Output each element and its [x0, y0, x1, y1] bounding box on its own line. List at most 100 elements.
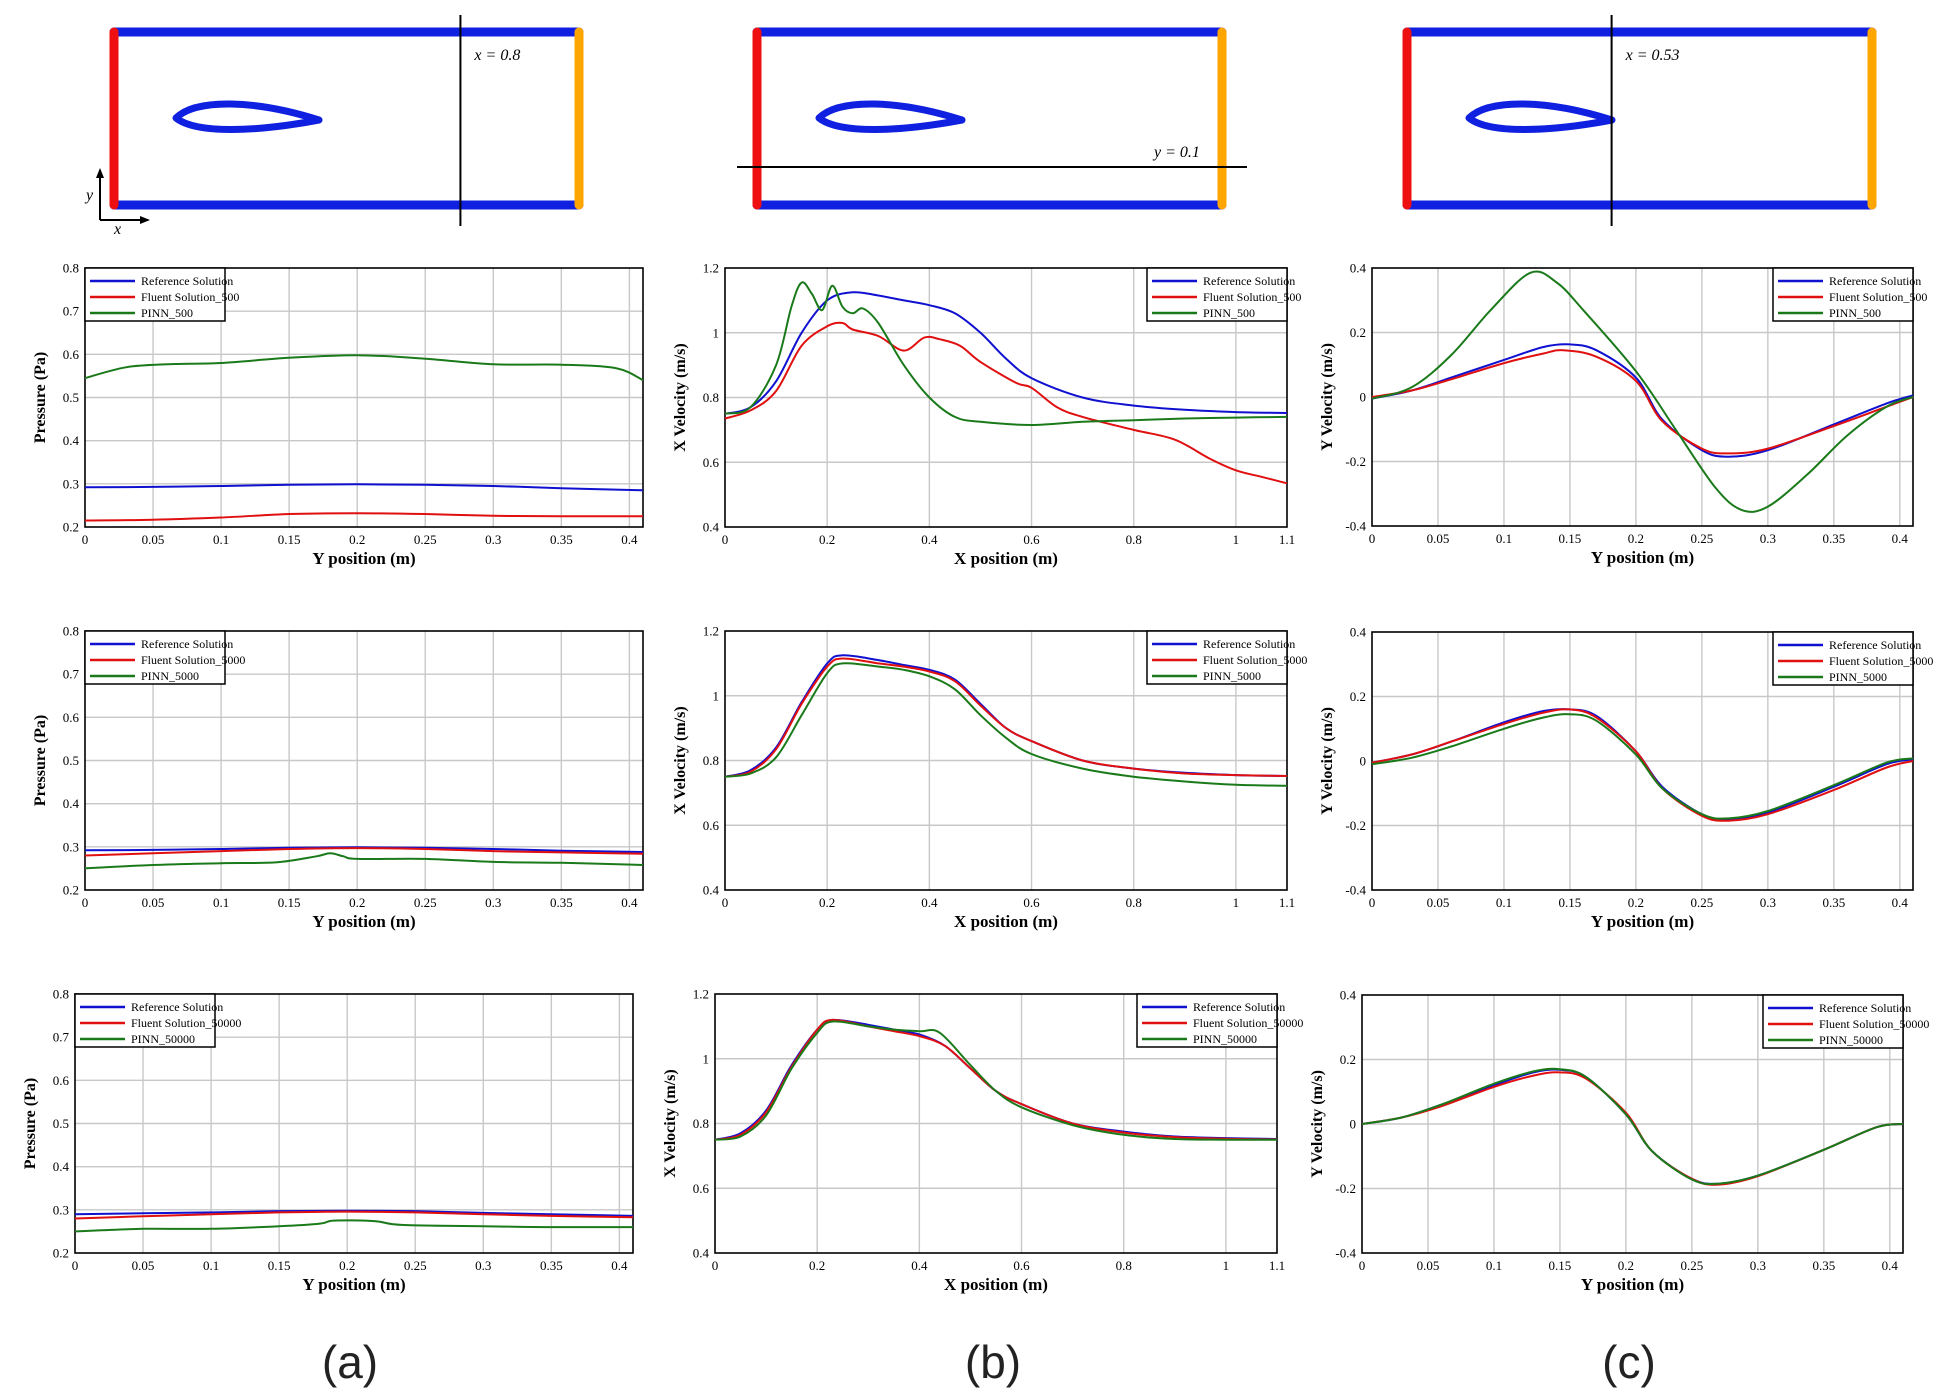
x-tick-label: 0.6 [1023, 895, 1040, 910]
y-tick-label: 0.5 [53, 1116, 69, 1131]
y-tick-label: 1 [703, 1051, 710, 1066]
legend-entry: Reference Solution [141, 274, 233, 288]
y-tick-label: 0.6 [703, 818, 720, 833]
plot-frame [84, 630, 644, 891]
legend: Reference Solution Fluent Solution_5000 PI… [1772, 631, 1933, 686]
legend-entry: Reference Solution [1203, 274, 1295, 288]
y-tick-label: 0.4 [693, 1246, 710, 1261]
y-tick-label: 0.2 [1340, 1052, 1356, 1067]
plot-frame [724, 630, 1288, 891]
y-tick-label: 0.8 [703, 753, 719, 768]
series-line [714, 1020, 1278, 1141]
x-tick-label: 0.4 [621, 895, 638, 910]
y-axis-label: Pressure (Pa) [32, 352, 49, 443]
airfoil-shape [172, 100, 323, 133]
x-tick-label: 0.4 [921, 532, 938, 547]
y-axis-label: Y Velocity (m/s) [1319, 707, 1336, 815]
legend-entry: PINN_5000 [1203, 669, 1261, 683]
y-axis-label: Pressure (Pa) [22, 1078, 39, 1169]
x-axis-label: X position (m) [954, 912, 1058, 931]
y-tick-label: 0.4 [63, 796, 80, 811]
x-tick-label: 0.3 [1760, 895, 1776, 910]
x-tick-label: 0.05 [1427, 531, 1450, 546]
series-lines [724, 281, 1288, 485]
y-tick-label: 0.2 [53, 1246, 69, 1261]
legend-entry: Fluent Solution_50000 [131, 1016, 241, 1030]
probe-line-label: x = 0.8 [473, 47, 520, 64]
airfoil-shape [1465, 100, 1616, 133]
x-tick-label: 0 [722, 532, 729, 547]
series-lines [1371, 708, 1914, 822]
series-line [84, 354, 644, 382]
legend: Reference Solution Fluent Solution_5000 PI… [1146, 630, 1307, 685]
y-tick-label: 1 [713, 325, 720, 340]
x-tick-label: 0.3 [1760, 531, 1776, 546]
x-tick-label: 1.1 [1269, 1258, 1285, 1273]
chart-4: 0 0.05 0.1 0.15 0.2 0.25 0.3 0.35 0.4 0.2 0.3 0.4 0.… [32, 624, 644, 931]
grid-lines [715, 994, 1277, 1253]
plot-frame [714, 993, 1278, 1254]
series-lines [724, 654, 1288, 787]
x-tick-label: 1.1 [1279, 895, 1295, 910]
legend-entry: Fluent Solution_5000 [1829, 654, 1933, 668]
y-tick-label: 0.6 [53, 1073, 70, 1088]
x-tick-label: 0.8 [1116, 1258, 1132, 1273]
panel-label-a: (a) [322, 1336, 378, 1388]
y-tick-label: 0.3 [63, 476, 79, 491]
x-axis-label: Y position (m) [1581, 1275, 1684, 1294]
series-lines [1371, 270, 1914, 513]
x-tick-label: 0.1 [1496, 895, 1512, 910]
x-tick-label: 0.35 [550, 532, 573, 547]
x-tick-label: 0.2 [819, 895, 835, 910]
legend-entry: PINN_5000 [1829, 670, 1887, 684]
x-tick-label: 0 [1369, 895, 1376, 910]
x-tick-label: 0.15 [278, 895, 301, 910]
x-tick-label: 1 [1233, 895, 1240, 910]
y-tick-label: 0.2 [63, 883, 79, 898]
x-tick-label: 0.35 [1812, 1258, 1835, 1273]
legend-entry: Reference Solution [141, 637, 233, 651]
y-tick-label: 0.4 [703, 520, 720, 535]
y-tick-label: 0.4 [703, 883, 720, 898]
legend-entry: Fluent Solution_500 [1829, 290, 1927, 304]
series-line [74, 1210, 634, 1220]
legend-entry: Fluent Solution_50000 [1193, 1016, 1303, 1030]
y-tick-label: 0.3 [63, 839, 79, 854]
y-tick-label: 1.2 [703, 624, 719, 639]
series-lines [84, 354, 644, 522]
legend-entry: Reference Solution [1203, 637, 1295, 651]
probe-line-label: x = 0.53 [1625, 47, 1680, 64]
chart-7: 0 0.05 0.1 0.15 0.2 0.25 0.3 0.35 0.4 0.2 0.3 0.4 0.… [22, 987, 634, 1294]
x-axis-label: X position (m) [944, 1275, 1048, 1294]
x-tick-label: 0 [722, 895, 729, 910]
grid-lines [1372, 268, 1913, 526]
x-tick-label: 0.15 [1549, 1258, 1572, 1273]
plot-frame [724, 267, 1288, 528]
chart-8: 0 0.2 0.4 0.6 0.8 1 1.1 0.4 0.6 0.8 1 1.2 X position… [662, 987, 1303, 1295]
grid-lines [1362, 995, 1903, 1253]
legend: Reference Solution Fluent Solution_50000 P… [1136, 993, 1303, 1048]
domain-diagram-2: y = 0.1 [737, 27, 1247, 210]
y-axis-label: Y Velocity (m/s) [1309, 1070, 1326, 1178]
x-axis-label: X position (m) [954, 549, 1058, 568]
legend: Reference Solution Fluent Solution_5000 PI… [84, 630, 245, 685]
y-tick-label: -0.2 [1335, 1181, 1356, 1196]
legend: Reference Solution Fluent Solution_500 PIN… [1772, 267, 1927, 322]
y-tick-label: 0.7 [63, 667, 80, 682]
series-lines [84, 846, 644, 870]
series-line [1371, 713, 1914, 820]
x-tick-label: 0.8 [1126, 532, 1142, 547]
x-tick-label: 0.2 [1628, 895, 1644, 910]
x-tick-label: 0.15 [1559, 895, 1582, 910]
legend-entry: Fluent Solution_5000 [141, 653, 245, 667]
x-tick-label: 0.35 [550, 895, 573, 910]
y-tick-label: 1.2 [703, 261, 719, 276]
y-tick-label: 0.8 [703, 390, 719, 405]
x-tick-label: 0.2 [349, 532, 365, 547]
x-tick-label: 0.15 [1559, 531, 1582, 546]
y-tick-label: 0.7 [63, 304, 80, 319]
x-tick-label: 0.2 [1628, 531, 1644, 546]
series-lines [74, 1209, 634, 1233]
legend-entry: PINN_50000 [1193, 1032, 1257, 1046]
